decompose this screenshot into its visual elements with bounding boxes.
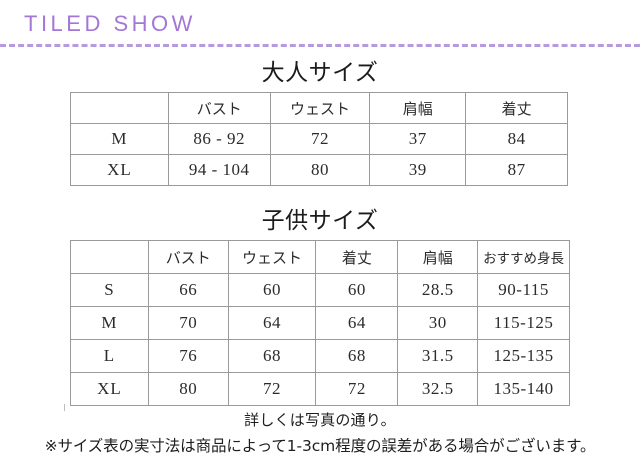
adult-row-size: M	[70, 123, 169, 155]
kids-col-recommended-height: おすすめ身長	[477, 240, 570, 274]
kids-row-bust: 80	[147, 372, 229, 406]
kids-row-waist: 60	[227, 273, 317, 307]
kids-row-length: 68	[315, 339, 399, 373]
adult-size-title: 大人サイズ	[261, 60, 379, 86]
kids-col-bust: バスト	[147, 240, 229, 274]
kids-row-height: 90-115	[477, 273, 570, 307]
kids-row-size: XL	[70, 372, 149, 406]
kids-col-blank	[70, 240, 149, 274]
kids-row-size: S	[70, 273, 149, 307]
adult-row-waist: 80	[269, 154, 371, 186]
kids-row-size: L	[70, 339, 149, 373]
table-header-row: バスト ウェスト 着丈 肩幅 おすすめ身長	[70, 240, 570, 274]
note-photo-reference: 詳しくは写真の通り。	[244, 411, 396, 429]
table-corner-tick	[64, 404, 65, 411]
kids-row-length: 72	[315, 372, 399, 406]
kids-col-waist: ウェスト	[227, 240, 317, 274]
brand-title: TILED SHOW	[24, 11, 196, 36]
adult-row-shoulder: 37	[369, 123, 467, 155]
note-measurement-tolerance: ※サイズ表の実寸法は商品によって1-3cm程度の誤差がある場合がございます。	[44, 437, 596, 455]
kids-col-shoulder: 肩幅	[397, 240, 479, 274]
kids-row-bust: 76	[147, 339, 229, 373]
table-header-row: バスト ウェスト 肩幅 着丈	[70, 92, 568, 124]
kids-row-waist: 64	[227, 306, 317, 340]
kids-col-length: 着丈	[315, 240, 399, 274]
kids-row-shoulder: 32.5	[397, 372, 479, 406]
kids-row-shoulder: 30	[397, 306, 479, 340]
kids-size-table: バスト ウェスト 着丈 肩幅 おすすめ身長 S 66 60 60 28.5 90…	[70, 240, 570, 406]
table-row: S 66 60 60 28.5 90-115	[70, 273, 570, 307]
kids-row-waist: 68	[227, 339, 317, 373]
page-header: TILED SHOW	[0, 0, 640, 50]
adult-row-bust: 94 - 104	[167, 154, 271, 186]
kids-row-shoulder: 31.5	[397, 339, 479, 373]
table-row: L 76 68 68 31.5 125-135	[70, 339, 570, 373]
kids-row-height: 125-135	[477, 339, 570, 373]
adult-row-waist: 72	[269, 123, 371, 155]
table-row: XL 80 72 72 32.5 135-140	[70, 372, 570, 406]
adult-col-waist: ウェスト	[269, 92, 371, 124]
adult-col-length: 着丈	[465, 92, 568, 124]
kids-row-bust: 70	[147, 306, 229, 340]
kids-row-size: M	[70, 306, 149, 340]
adult-col-bust: バスト	[167, 92, 271, 124]
adult-row-size: XL	[70, 154, 169, 186]
adult-col-shoulder: 肩幅	[369, 92, 467, 124]
table-row: XL 94 - 104 80 39 87	[70, 154, 568, 186]
adult-row-bust: 86 - 92	[167, 123, 271, 155]
adult-row-length: 87	[465, 154, 568, 186]
table-row: M 70 64 64 30 115-125	[70, 306, 570, 340]
adult-col-blank	[70, 92, 169, 124]
kids-row-shoulder: 28.5	[397, 273, 479, 307]
header-divider	[0, 44, 640, 47]
kids-row-length: 60	[315, 273, 399, 307]
kids-row-length: 64	[315, 306, 399, 340]
kids-row-bust: 66	[147, 273, 229, 307]
kids-row-waist: 72	[227, 372, 317, 406]
adult-row-length: 84	[465, 123, 568, 155]
kids-row-height: 135-140	[477, 372, 570, 406]
adult-size-table: バスト ウェスト 肩幅 着丈 M 86 - 92 72 37 84 XL 94 …	[70, 92, 568, 186]
table-row: M 86 - 92 72 37 84	[70, 123, 568, 155]
adult-row-shoulder: 39	[369, 154, 467, 186]
kids-size-title: 子供サイズ	[261, 208, 379, 234]
kids-row-height: 115-125	[477, 306, 570, 340]
